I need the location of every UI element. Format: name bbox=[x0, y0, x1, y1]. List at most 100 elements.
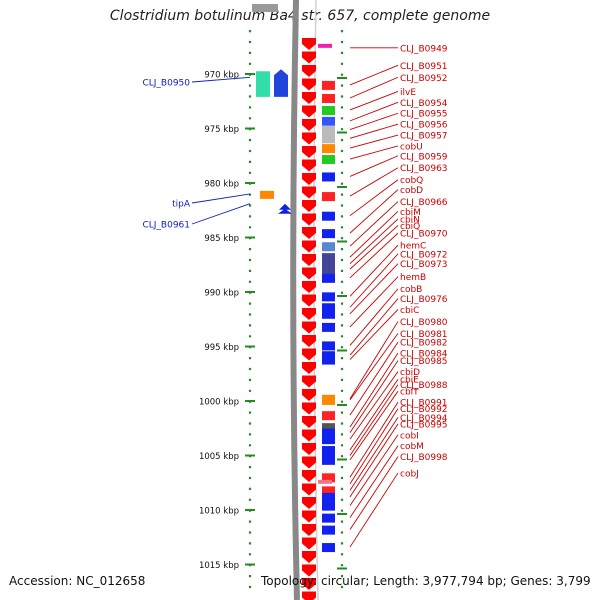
cds-forward-arrow bbox=[302, 564, 316, 577]
cds-forward-arrow bbox=[302, 591, 316, 600]
cds-forward-arrow bbox=[302, 335, 316, 347]
gene-leader-line bbox=[191, 203, 251, 225]
gene-block bbox=[256, 71, 270, 97]
axis-tick-layer: 970 kbp 975 kbp 980 kbp 985 kbp 990 kbp 995 k… bbox=[199, 30, 347, 596]
accession-text: Accession: NC_012658 bbox=[9, 574, 146, 588]
gene-leader-line bbox=[349, 360, 399, 433]
gene-leader-line bbox=[349, 167, 399, 197]
gene-leader-line bbox=[349, 445, 399, 518]
gene-block bbox=[322, 155, 335, 165]
gene-leader-line bbox=[349, 201, 399, 247]
gene-label: ilvE bbox=[400, 88, 416, 98]
gene-label: CLJ_B0963 bbox=[400, 164, 448, 174]
gene-label: CLJ_B0976 bbox=[400, 295, 448, 305]
gene-block bbox=[318, 479, 332, 484]
gene-label: CLJ_B0991 bbox=[400, 399, 448, 409]
gene-block bbox=[322, 192, 335, 202]
gene-arrow bbox=[274, 69, 288, 97]
cds-forward-arrow bbox=[302, 416, 316, 428]
cds-forward-arrow bbox=[302, 578, 316, 590]
gene-block bbox=[322, 259, 335, 269]
gene-leader-line bbox=[349, 401, 399, 478]
gene-leader-line bbox=[349, 112, 399, 131]
gene-block bbox=[322, 309, 335, 319]
gene-block bbox=[322, 513, 335, 523]
cds-forward-arrow bbox=[302, 321, 316, 334]
cds-forward-arrow bbox=[302, 348, 316, 361]
gene-block bbox=[322, 265, 335, 275]
gene-label: cobJ bbox=[400, 469, 419, 479]
gene-leader-line bbox=[349, 472, 399, 548]
gene-block bbox=[322, 492, 335, 502]
gene-block bbox=[322, 292, 335, 302]
gene-leader-line bbox=[349, 371, 399, 440]
axis-tick-label: 995 kbp bbox=[204, 343, 239, 353]
gene-label: CLJ_B0961 bbox=[142, 221, 190, 231]
cds-forward-arrow bbox=[302, 402, 316, 415]
gene-leader-line bbox=[191, 193, 251, 204]
gene-leader-line bbox=[349, 276, 399, 328]
cds-forward-arrow bbox=[302, 254, 316, 266]
cds-forward-arrow bbox=[302, 429, 316, 442]
cds-forward-arrow bbox=[302, 159, 316, 172]
gene-leader-line bbox=[349, 333, 399, 401]
gene-leader-line bbox=[349, 298, 399, 356]
gene-label: cbiM bbox=[400, 208, 421, 218]
gene-label: CLJ_B0988 bbox=[400, 381, 448, 391]
axis-tick-label: 985 kbp bbox=[204, 234, 239, 244]
gene-block bbox=[322, 525, 335, 535]
gene-label: CLJ_B0954 bbox=[400, 99, 448, 109]
axis-tick-label: 1000 kbp bbox=[199, 398, 239, 408]
cds-forward-arrow bbox=[302, 443, 316, 455]
cds-forward-arrow bbox=[302, 119, 316, 131]
axis-tick-label: 990 kbp bbox=[204, 289, 239, 299]
gene-block bbox=[322, 105, 335, 115]
cds-forward-arrow bbox=[302, 146, 316, 158]
gene-leader-line bbox=[349, 309, 399, 360]
cds-forward-arrow bbox=[302, 375, 316, 388]
gene-leader-line bbox=[349, 263, 399, 315]
cds-forward-arrow bbox=[302, 200, 316, 212]
cds-forward-arrow bbox=[302, 470, 316, 482]
gene-leader-line bbox=[349, 64, 399, 86]
gene-leader-line bbox=[349, 123, 399, 139]
gene-label: CLJ_B0980 bbox=[400, 318, 448, 328]
gene-label: CLJ_B0995 bbox=[400, 420, 448, 430]
cds-forward-arrow bbox=[302, 38, 316, 50]
gene-label: CLJ_B0956 bbox=[400, 121, 448, 131]
axis-tick-label: 970 kbp bbox=[204, 71, 239, 81]
gene-leader-line bbox=[349, 384, 399, 456]
gene-label: CLJ_B0984 bbox=[400, 350, 448, 360]
gene-label: cbiT bbox=[400, 388, 419, 398]
gene-block bbox=[322, 93, 335, 103]
gene-label: cbiE bbox=[400, 376, 419, 386]
cds-forward-arrow bbox=[302, 483, 316, 496]
gene-block bbox=[322, 80, 335, 90]
gene-leader-line bbox=[349, 211, 399, 258]
gene-block bbox=[322, 543, 335, 553]
gene-label: CLJ_B0955 bbox=[400, 110, 448, 120]
gene-label: CLJ_B0985 bbox=[400, 357, 448, 367]
cds-forward-arrow bbox=[302, 497, 316, 509]
cds-forward-arrow bbox=[302, 537, 316, 550]
gene-leader-line bbox=[349, 408, 399, 485]
gene-label: CLJ_B0972 bbox=[400, 250, 448, 260]
backbone-arc bbox=[290, 0, 300, 600]
gene-label: CLJ_B0992 bbox=[400, 405, 448, 415]
cds-forward-arrow bbox=[302, 78, 316, 91]
gene-block bbox=[322, 211, 335, 221]
gene-leader-line bbox=[349, 91, 399, 111]
cds-forward-arrow bbox=[302, 227, 316, 239]
gene-label: CLJ_B0973 bbox=[400, 260, 448, 270]
gene-feature-layer bbox=[256, 43, 335, 553]
gene-leader-line bbox=[349, 155, 399, 177]
cds-forward-arrow bbox=[302, 281, 316, 293]
gene-label: cobU bbox=[400, 142, 423, 152]
gene-label: CLJ_B0970 bbox=[400, 230, 448, 240]
cds-forward-arrow bbox=[302, 240, 316, 253]
gene-leader-line bbox=[349, 456, 399, 530]
gene-label: cbiQ bbox=[400, 222, 420, 232]
gene-leader-line bbox=[349, 218, 399, 264]
cds-forward-arrow bbox=[302, 510, 316, 523]
